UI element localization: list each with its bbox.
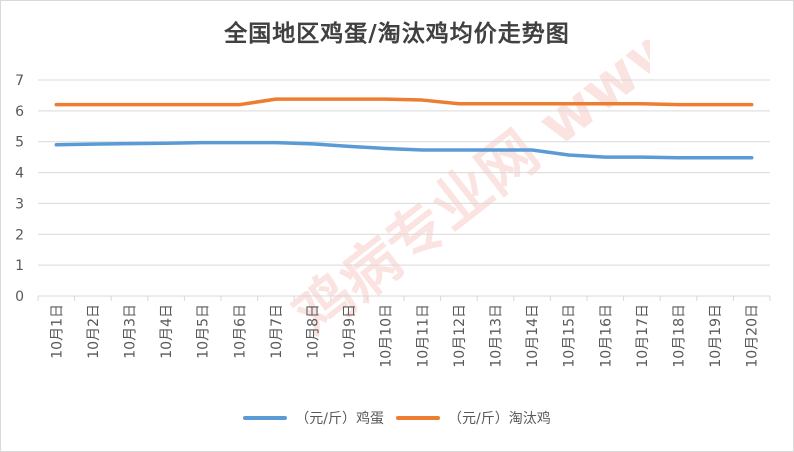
x-tick-label: 10月18日 xyxy=(672,304,688,368)
y-tick-label: 4 xyxy=(15,166,24,182)
x-tick-label: 10月14日 xyxy=(525,304,541,368)
y-tick-label: 3 xyxy=(15,196,24,212)
legend-label: （元/斤）鸡蛋 xyxy=(295,411,384,427)
x-tick-label: 10月11日 xyxy=(415,304,431,368)
x-tick-label: 10月20日 xyxy=(745,304,761,368)
x-tick-label: 10月12日 xyxy=(452,304,468,368)
x-tick-label: 10月10日 xyxy=(379,304,395,368)
legend-item-1: （元/斤）淘汰鸡 xyxy=(396,408,551,428)
x-tick-label: 10月7日 xyxy=(269,304,285,359)
x-tick-label: 10月13日 xyxy=(489,304,505,368)
series-line-0 xyxy=(54,140,754,160)
x-tick-label: 10月15日 xyxy=(562,304,578,368)
x-tick-label: 10月16日 xyxy=(598,304,614,368)
x-tick-label: 10月17日 xyxy=(635,304,651,368)
x-tick-label: 10月19日 xyxy=(708,304,724,368)
x-tick-label: 10月3日 xyxy=(123,304,139,359)
series-line-1 xyxy=(54,97,754,107)
x-tick-label: 10月8日 xyxy=(306,304,322,359)
y-tick-label: 2 xyxy=(15,227,24,243)
x-tick-label: 10月5日 xyxy=(196,304,212,359)
x-tick-label: 10月1日 xyxy=(49,304,65,359)
y-tick-label: 1 xyxy=(15,258,24,274)
y-tick-label: 6 xyxy=(15,104,24,120)
x-tick-label: 10月6日 xyxy=(232,304,248,359)
chart-legend: （元/斤）鸡蛋 （元/斤）淘汰鸡 xyxy=(0,408,794,428)
x-tick-label: 10月4日 xyxy=(159,304,175,359)
legend-item-0: （元/斤）鸡蛋 xyxy=(243,408,384,428)
legend-label: （元/斤）淘汰鸡 xyxy=(448,411,551,427)
legend-swatch xyxy=(243,416,288,420)
y-tick-label: 0 xyxy=(15,289,24,305)
x-tick-label: 10月9日 xyxy=(342,304,358,359)
chart-title: 全国地区鸡蛋/淘汰鸡均价走势图 xyxy=(224,21,570,47)
x-tick-label: 10月2日 xyxy=(86,304,102,359)
y-tick-label: 7 xyxy=(15,73,24,89)
legend-swatch xyxy=(396,416,440,420)
y-tick-label: 5 xyxy=(15,135,24,151)
